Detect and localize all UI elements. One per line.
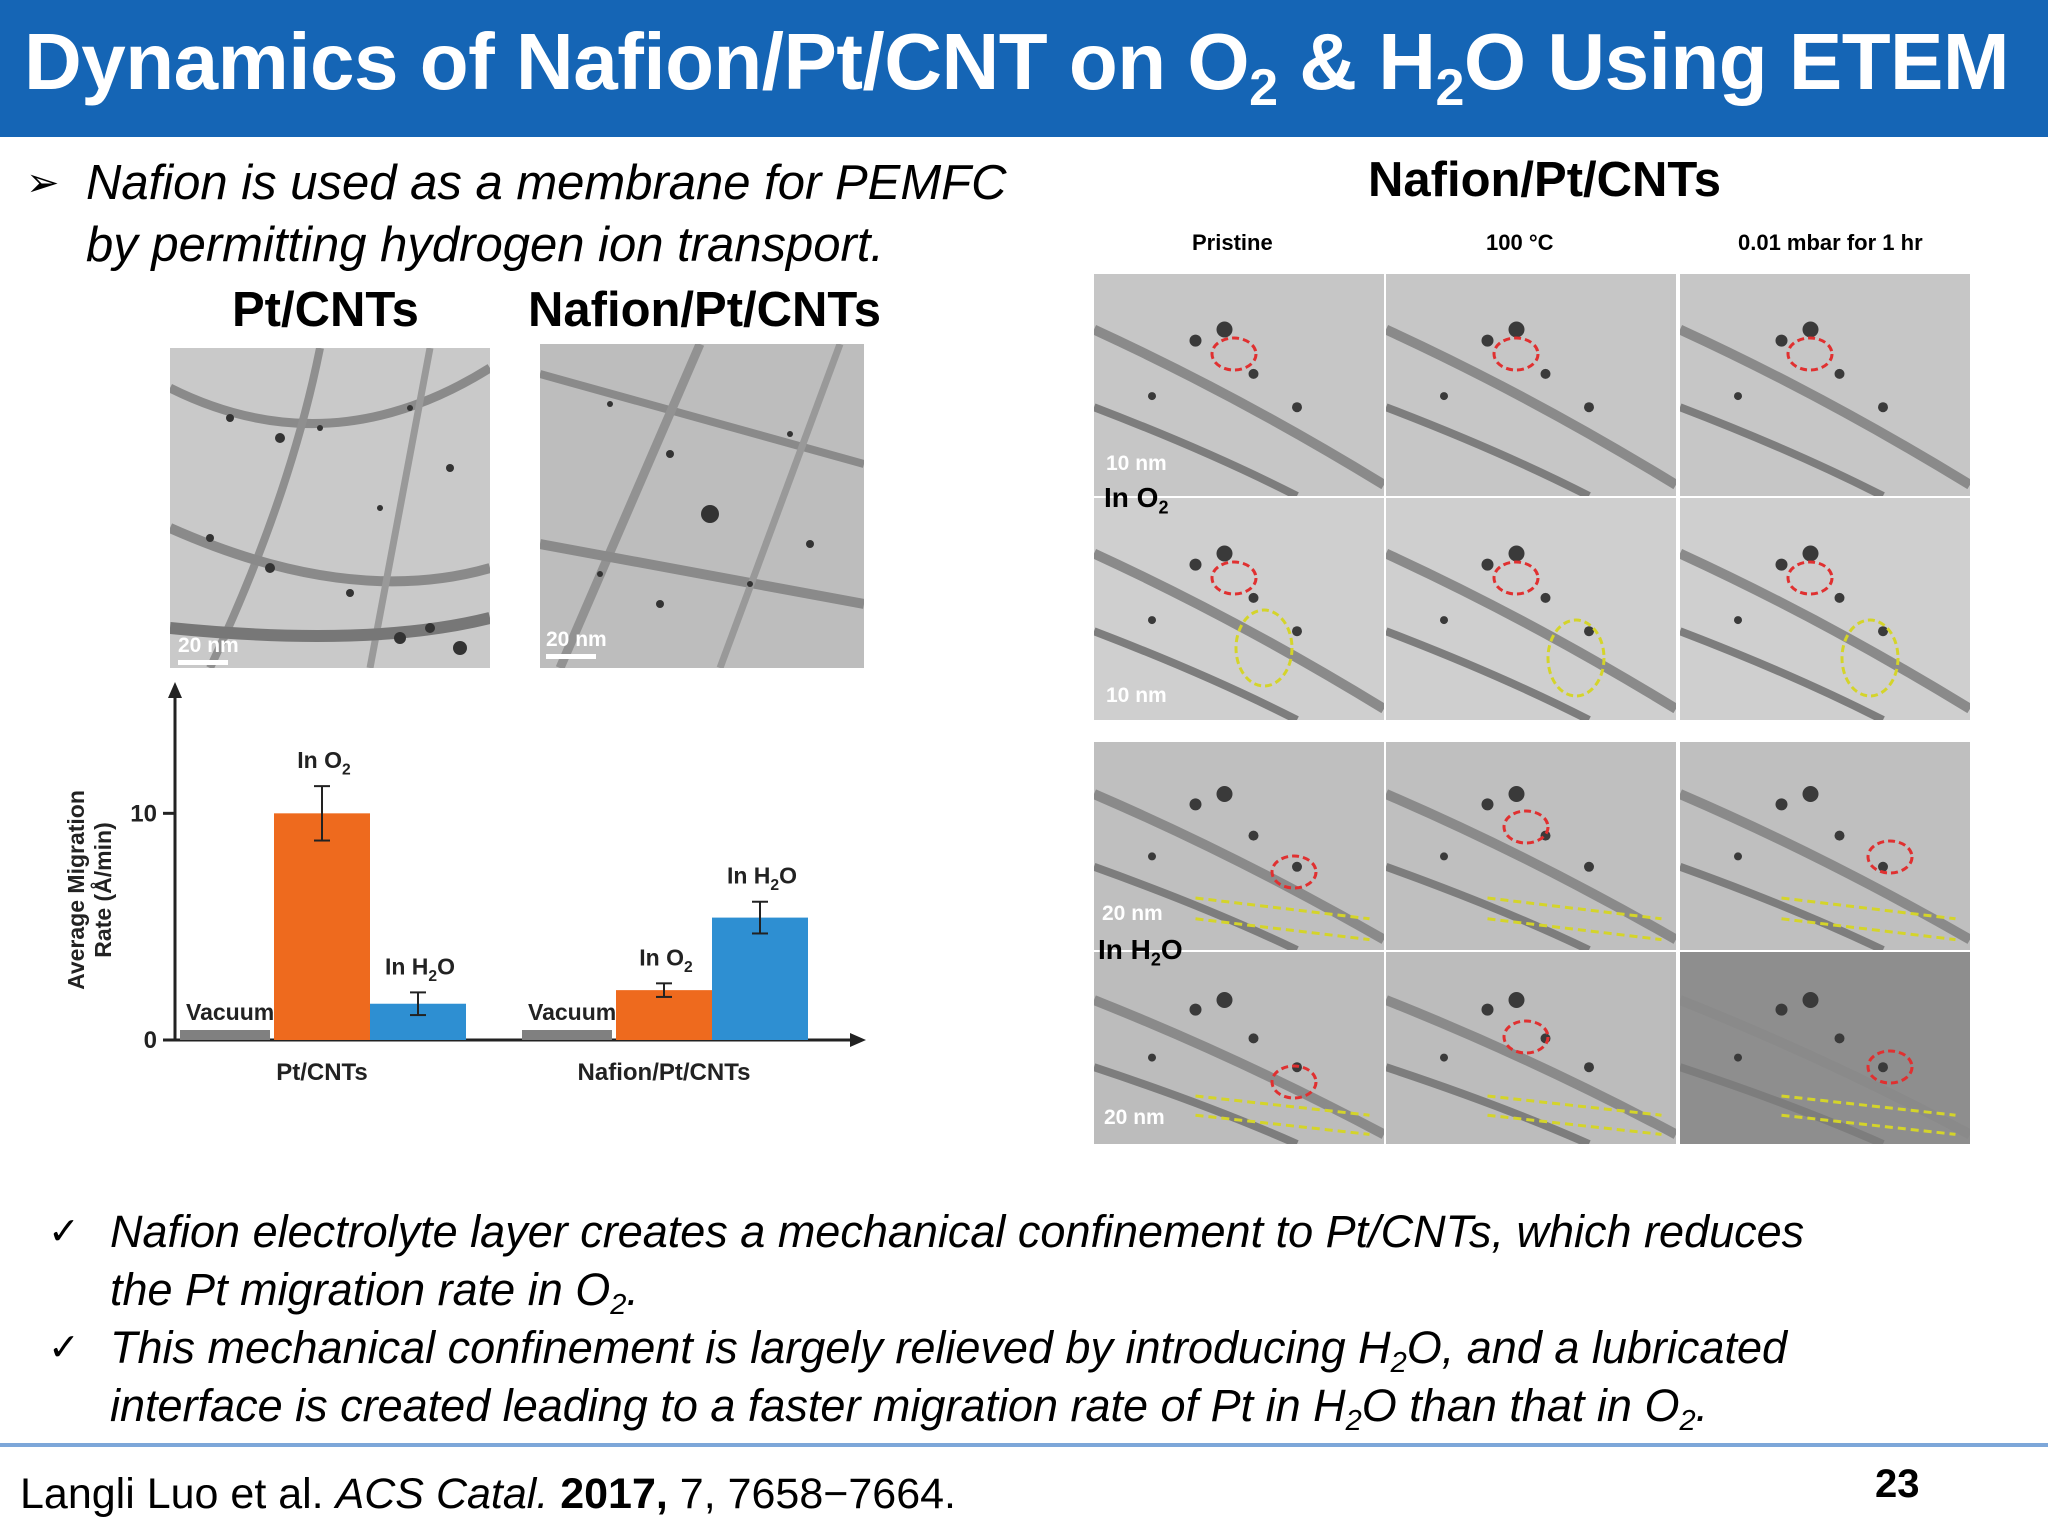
tem-image-ptcnts: 20 nm xyxy=(170,348,490,668)
label-ptcnts: Pt/CNTs xyxy=(232,283,419,337)
y-axis-arrow xyxy=(168,682,182,698)
column-100c: 100 °C xyxy=(1486,230,1554,255)
condition-label-h2o: In H2O xyxy=(1098,934,1183,970)
right-panel-title: Nafion/Pt/CNTs xyxy=(1368,153,1721,207)
checkmark-icon: ✓ xyxy=(48,1211,80,1253)
arrow-bullet-icon: ➢ xyxy=(26,161,60,205)
etem-micrograph xyxy=(1386,274,1676,496)
group-label: Pt/CNTs xyxy=(276,1059,368,1086)
x-axis-arrow xyxy=(850,1033,866,1047)
etem-micrograph xyxy=(1386,742,1676,950)
title-bar: Dynamics of Nafion/Pt/CNT on O2 & H2O Us… xyxy=(0,0,2048,137)
bar-vacuum xyxy=(522,1030,612,1040)
scale-bar: 20 nm xyxy=(178,634,239,665)
footer-divider xyxy=(0,1443,2048,1447)
bar-label-vacuum: Vacuum xyxy=(186,999,274,1025)
citation: Langli Luo et al. ACS Catal. 2017, 7, 76… xyxy=(20,1470,956,1518)
migration-rate-chart-svg: 0 10 Average MigrationRate (Å/min) Vacuum In… xyxy=(63,682,866,1086)
bar-label-h2o: In H2O xyxy=(385,953,455,984)
intro-line-2: by permitting hydrogen ion transport. xyxy=(86,218,885,272)
group-label: Nafion/Pt/CNTs xyxy=(578,1059,751,1086)
scale-bar: 10 nm xyxy=(1106,452,1167,475)
etem-micrograph xyxy=(1094,952,1384,1144)
etem-micrograph xyxy=(1680,274,1970,496)
bar-o2 xyxy=(616,990,712,1040)
column-pristine: Pristine xyxy=(1192,230,1273,255)
conclusion-list: ✓ Nafion electrolyte layer creates a mec… xyxy=(48,1203,1988,1436)
bar-o2 xyxy=(274,813,370,1040)
scale-bar: 20 nm xyxy=(1102,902,1163,925)
bar-label-h2o: In H2O xyxy=(727,863,797,894)
checkmark-icon: ✓ xyxy=(48,1327,80,1369)
scale-bar: 10 nm xyxy=(1106,684,1167,707)
bar-h2o xyxy=(712,917,808,1040)
conclusion-item: ✓ Nafion electrolyte layer creates a mec… xyxy=(48,1203,1988,1320)
y-axis-label: Average MigrationRate (Å/min) xyxy=(63,790,116,990)
etem-micrograph xyxy=(1094,742,1384,950)
slide-title: Dynamics of Nafion/Pt/CNT on O2 & H2O Us… xyxy=(24,17,2010,117)
page-number: 23 xyxy=(1875,1462,1920,1506)
bar-label-o2: In O2 xyxy=(639,944,693,975)
etem-micrograph xyxy=(1094,498,1384,720)
scale-bar: 20 nm xyxy=(1104,1106,1165,1129)
etem-micrograph xyxy=(1680,742,1970,950)
intro-line-1: Nafion is used as a membrane for PEMFC xyxy=(86,156,1007,210)
label-nafion-ptcnts: Nafion/Pt/CNTs xyxy=(528,283,881,337)
etem-micrograph xyxy=(1386,498,1676,720)
conclusion-item: ✓ This mechanical confinement is largely… xyxy=(48,1319,1988,1436)
y-tick-label: 0 xyxy=(144,1027,157,1054)
etem-micrograph xyxy=(1680,952,1970,1144)
scale-bar: 20 nm xyxy=(546,628,607,659)
y-tick-label: 10 xyxy=(130,800,157,827)
bar-label-o2: In O2 xyxy=(297,747,351,778)
etem-micrograph xyxy=(1094,274,1384,496)
condition-label-o2: In O2 xyxy=(1104,482,1169,518)
column-low-pressure: 0.01 mbar for 1 hr xyxy=(1738,230,1923,255)
etem-micrograph xyxy=(1386,952,1676,1144)
bar-vacuum xyxy=(180,1030,270,1040)
etem-micrograph xyxy=(1680,498,1970,720)
tem-image-nafion-ptcnts: 20 nm xyxy=(540,344,864,668)
bar-label-vacuum: Vacuum xyxy=(528,999,616,1025)
migration-rate-chart: 0 10 Average MigrationRate (Å/min) Vacuum In… xyxy=(50,680,880,1100)
